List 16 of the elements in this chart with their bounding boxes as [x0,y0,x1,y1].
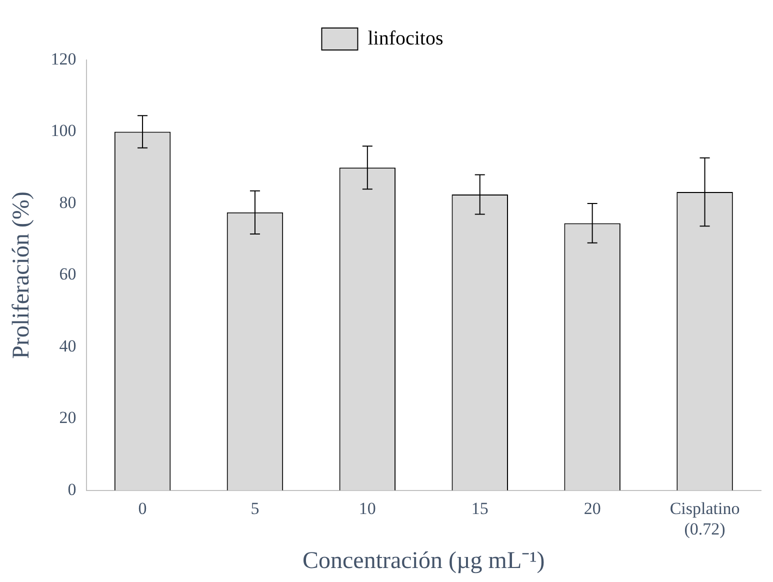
y-tick-label: 0 [68,480,76,499]
y-tick-label: 60 [59,264,76,284]
y-tick-label: 80 [59,192,76,212]
x-axis-title: Concentración (µg mL⁻¹) [302,548,545,574]
y-tick-label: 40 [59,336,76,356]
y-axis-title: Proliferación (%) [8,192,35,359]
x-tick-label: 15 [471,499,488,518]
y-tick-label: 100 [50,121,76,140]
x-tick-label: 0 [138,499,147,518]
y-tick-label: 120 [50,49,76,68]
legend-label: linfocitos [368,27,444,50]
x-tick-label: 5 [250,499,260,518]
x-tick-label: Cisplatino (0.72) [670,499,740,538]
x-tick-label: 10 [358,499,376,518]
y-tick-label: 20 [59,408,76,428]
x-tick-label: 20 [584,499,601,518]
